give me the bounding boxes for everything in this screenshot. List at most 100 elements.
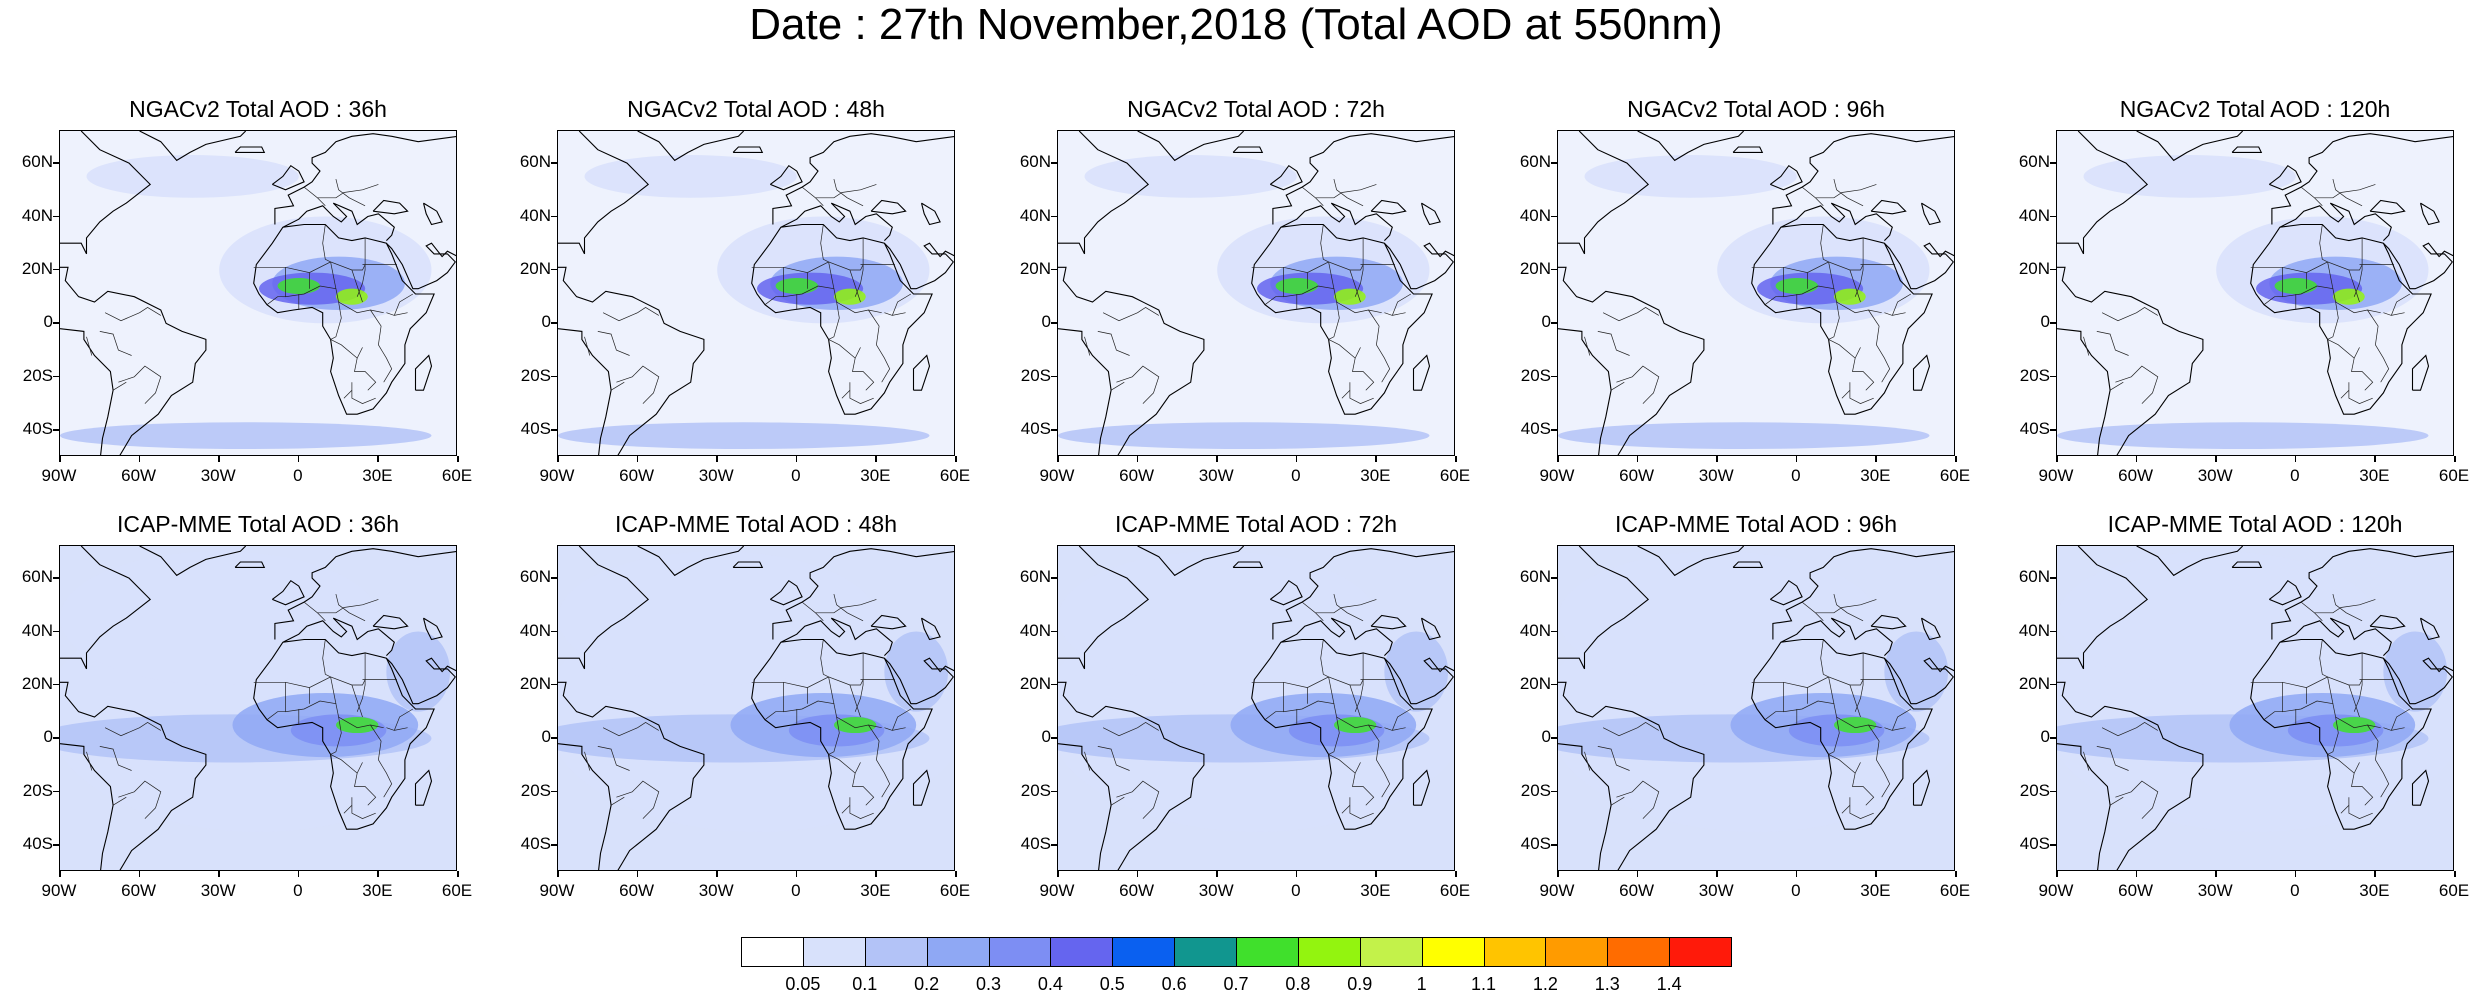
lat-tick-label: 20N xyxy=(1019,258,1051,278)
panel-title: NGACv2 Total AOD : 48h xyxy=(627,96,885,122)
lon-tick xyxy=(297,871,300,877)
coastline xyxy=(1772,133,1954,225)
lat-tick xyxy=(551,162,557,164)
coastline xyxy=(637,546,745,577)
country-border xyxy=(1354,652,1364,712)
country-border xyxy=(1328,301,1340,340)
country-border xyxy=(1391,708,1412,731)
country-border xyxy=(285,682,384,729)
coastline xyxy=(282,202,395,241)
lon-tick xyxy=(1875,871,1877,877)
country-border xyxy=(2353,237,2363,297)
country-border xyxy=(1341,389,1351,399)
lat-tick-label: 40S xyxy=(1020,419,1051,439)
lat-tick-label: 0 xyxy=(541,312,551,332)
country-border xyxy=(1610,381,1625,391)
lat-tick xyxy=(551,630,557,632)
country-border xyxy=(1828,339,1856,359)
coastline xyxy=(1558,546,1650,670)
country-border xyxy=(330,339,358,359)
coastline xyxy=(2250,223,2432,415)
colorbar-label: 0.7 xyxy=(1223,974,1249,994)
coastline xyxy=(1272,548,1454,640)
coastline xyxy=(558,266,705,455)
coastline xyxy=(1637,131,1745,162)
lat-tick-label: 0 xyxy=(1041,727,1051,747)
lat-tick-label: 20S xyxy=(1020,365,1051,385)
lat-tick-label: 40S xyxy=(2019,834,2050,854)
lon-tick-label: 0 xyxy=(791,466,801,485)
lon-tick xyxy=(1375,871,1377,877)
coastline xyxy=(1769,164,1803,191)
lon-tick xyxy=(1795,871,1798,877)
coastline xyxy=(1280,202,1393,241)
country-border xyxy=(1815,197,1824,207)
coastline xyxy=(1558,131,1650,255)
country-border xyxy=(266,296,286,305)
lon-tick-label: 90W xyxy=(2038,881,2074,900)
country-border xyxy=(1333,594,1364,622)
country-border xyxy=(2351,762,2374,806)
lon-tick-label: 30E xyxy=(2359,466,2390,485)
coastline xyxy=(1780,202,1893,241)
country-border xyxy=(2109,381,2124,391)
aod-contour xyxy=(1558,422,1930,449)
lon-tick-label: 30W xyxy=(1698,466,1734,485)
panel-title: NGACv2 Total AOD : 120h xyxy=(2119,96,2391,122)
coastline xyxy=(274,548,456,640)
lat-tick-label: 20N xyxy=(1519,673,1551,693)
country-border xyxy=(764,711,784,720)
aod-contour xyxy=(2057,551,2376,685)
coastline xyxy=(60,681,207,870)
lat-tick xyxy=(2050,790,2056,793)
country-border xyxy=(1328,716,1340,755)
lon-tick-label: 60E xyxy=(2438,881,2470,900)
country-border xyxy=(820,639,829,678)
lat-tick-label: 40S xyxy=(22,419,53,439)
country-border xyxy=(815,197,824,207)
coastline xyxy=(751,638,933,830)
lon-tick-label: 60W xyxy=(1619,881,1655,900)
coastline xyxy=(282,617,395,656)
coastline xyxy=(2057,328,2111,455)
lat-tick xyxy=(551,322,557,324)
country-border xyxy=(2300,184,2376,199)
colorbar-swatch xyxy=(1236,937,1299,967)
country-border xyxy=(1368,309,1391,383)
country-border xyxy=(2332,179,2363,207)
coastline xyxy=(234,146,266,153)
country-border xyxy=(1616,365,1660,404)
aod-field xyxy=(2057,546,2453,870)
aod-contour xyxy=(2332,717,2376,734)
country-border xyxy=(820,224,829,263)
country-border xyxy=(884,727,906,731)
country-border xyxy=(2367,724,2390,798)
lat-tick xyxy=(551,844,557,846)
colorbar-swatch xyxy=(1174,937,1237,967)
country-border xyxy=(2314,197,2323,207)
country-border xyxy=(1828,261,1835,289)
country-border xyxy=(891,708,912,731)
lon-tick xyxy=(1057,456,1059,462)
country-border xyxy=(1828,754,1856,774)
colorbar-swatch xyxy=(1607,937,1671,967)
colorbar-label: 0.9 xyxy=(1347,974,1373,994)
coastline xyxy=(2411,354,2430,391)
country-border xyxy=(602,721,659,737)
country-border xyxy=(2115,780,2159,819)
map-panel: ICAP-MME Total AOD : 72h 60N 40N 20N 0 20S 40S… xyxy=(1020,511,1470,900)
aod-contour xyxy=(2332,288,2365,305)
lat-tick xyxy=(1551,322,1557,324)
coastline xyxy=(558,743,612,870)
colorbar-swatch xyxy=(1050,937,1114,967)
lat-tick xyxy=(551,268,557,271)
lon-tick xyxy=(1216,871,1218,877)
country-border xyxy=(1828,301,1840,340)
lon-tick-label: 60E xyxy=(939,466,971,485)
country-border xyxy=(833,179,864,207)
map-panel: ICAP-MME Total AOD : 120h 60N 40N 20N 0 20S 40… xyxy=(2019,511,2469,900)
colorbar-label: 1 xyxy=(1416,974,1427,994)
country-border xyxy=(2319,224,2328,263)
country-border xyxy=(104,306,161,322)
country-border xyxy=(370,309,393,383)
